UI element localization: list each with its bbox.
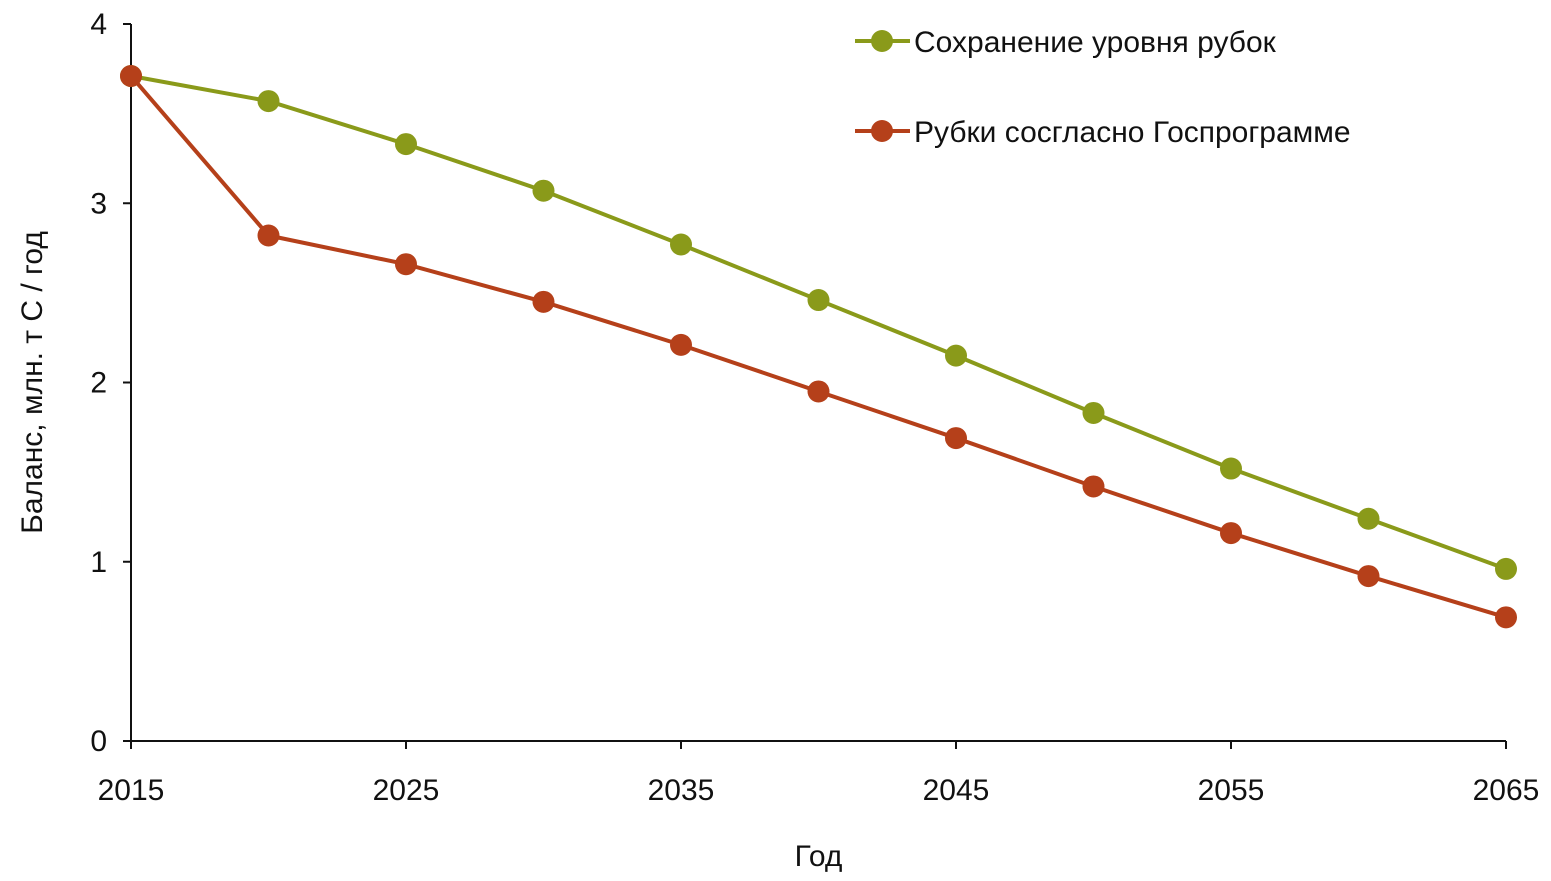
data-point <box>945 344 967 367</box>
legend-item-2: Рубки сосгласно Госпрограмме <box>855 116 1351 149</box>
x-tick-label: 2035 <box>648 774 715 807</box>
legend-label: Рубки сосгласно Госпрограмме <box>914 116 1351 149</box>
data-point <box>1357 507 1380 530</box>
x-ticks: 2015 2025 2035 2045 2055 2065 <box>98 741 1540 807</box>
data-point <box>1495 606 1517 629</box>
y-tick-label: 1 <box>90 546 107 579</box>
x-tick-label: 2025 <box>373 774 440 807</box>
x-tick-label: 2015 <box>98 774 165 807</box>
data-point <box>1082 401 1105 424</box>
legend: Сохранение уровня рубок Рубки сосгласно Г… <box>855 26 1351 149</box>
legend-swatch-marker <box>871 120 893 142</box>
y-tick-label: 3 <box>90 187 107 220</box>
series-line <box>130 74 1507 571</box>
data-point <box>395 133 417 156</box>
data-point <box>807 289 830 312</box>
legend-swatch-marker <box>871 30 893 52</box>
x-tick-label: 2055 <box>1198 774 1265 807</box>
data-point <box>257 90 280 113</box>
y-tick-label: 4 <box>90 8 107 41</box>
data-point <box>1220 522 1242 545</box>
data-point <box>257 224 280 247</box>
series-1 <box>120 64 1517 580</box>
x-axis-title: Год <box>795 840 843 873</box>
data-point <box>1357 565 1380 588</box>
data-point <box>807 380 830 403</box>
data-point <box>395 253 417 276</box>
series-2 <box>120 64 1517 629</box>
legend-label: Сохранение уровня рубок <box>914 26 1277 59</box>
data-point <box>1495 557 1517 580</box>
x-tick-label: 2065 <box>1473 774 1540 807</box>
series-line <box>129 74 1507 620</box>
legend-item-1: Сохранение уровня рубок <box>855 26 1277 59</box>
data-point <box>120 64 142 87</box>
data-point <box>532 290 555 313</box>
data-point <box>670 333 692 356</box>
data-point <box>1082 475 1105 498</box>
y-tick-label: 0 <box>90 725 107 758</box>
data-point <box>945 427 967 450</box>
y-tick-label: 2 <box>90 367 107 400</box>
data-point <box>670 233 692 256</box>
y-axis-title: Баланс, млн. т С / год <box>16 231 49 534</box>
data-point <box>1220 457 1242 480</box>
x-tick-label: 2045 <box>923 774 990 807</box>
y-ticks: 0 1 2 3 4 <box>90 8 131 758</box>
data-point <box>532 179 555 202</box>
series-layer <box>120 64 1517 629</box>
